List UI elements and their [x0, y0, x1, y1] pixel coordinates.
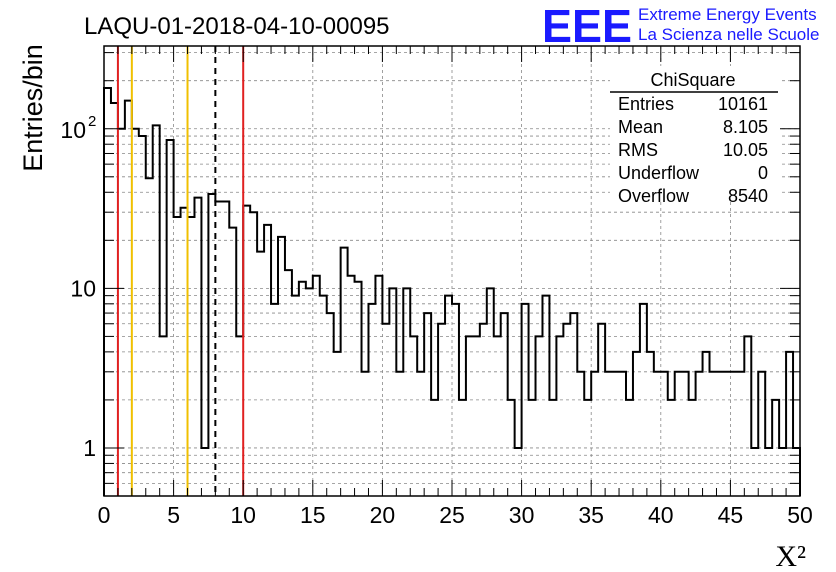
stats-row-label: RMS — [618, 140, 658, 160]
logo-line1: Extreme Energy Events — [638, 5, 817, 24]
axis-ticks — [103, 46, 801, 496]
x-tick-label: 20 — [370, 502, 396, 528]
x-tick-label: 45 — [718, 502, 744, 528]
x-tick-label: 40 — [648, 502, 674, 528]
stats-row-value: 10.05 — [723, 140, 768, 160]
x-tick-label: 0 — [98, 502, 111, 528]
stats-box-background — [610, 66, 780, 202]
x-tick-label: 10 — [230, 502, 256, 528]
stats-row-value: 10161 — [718, 94, 768, 114]
reference-lines — [116, 46, 245, 496]
eee-logo: EEE Extreme Energy Events La Scienza nel… — [542, 0, 819, 52]
x-tick-label: 35 — [578, 502, 604, 528]
stats-row-value: 8540 — [728, 186, 768, 206]
x-tick-label: 15 — [300, 502, 326, 528]
y-tick-label: 10 — [70, 275, 96, 301]
y-tick-label: 1 — [83, 435, 96, 461]
x-tick-label: 25 — [439, 502, 465, 528]
y-tick-label-exponent: 2 — [88, 113, 96, 130]
chart-title: LAQU-01-2018-04-10-00095 — [84, 13, 390, 40]
stats-row-label: Mean — [618, 117, 663, 137]
stats-row-value: 0 — [758, 163, 768, 183]
x-tick-label: 30 — [509, 502, 535, 528]
logo-line2: La Scienza nelle Scuole — [638, 25, 819, 44]
stats-row-value: 8.105 — [723, 117, 768, 137]
stats-row-label: Entries — [618, 94, 674, 114]
x-tick-label: 50 — [787, 502, 813, 528]
stats-box-name: ChiSquare — [650, 70, 735, 90]
histogram-outline — [103, 87, 801, 496]
y-tick-label: 10 — [60, 117, 86, 143]
logo-mark: EEE — [542, 0, 632, 52]
x-tick-labels: 0 5 10 15 20 25 30 35 40 45 50 — [98, 502, 813, 528]
y-axis-title: Entries/bin — [18, 44, 48, 172]
stats-box: ChiSquare Entries 10161 Mean 8.105 RMS 10.05 U… — [610, 66, 780, 206]
x-axis-title: X² — [775, 540, 806, 572]
x-tick-label: 5 — [167, 502, 180, 528]
stats-rows: Entries 10161 Mean 8.105 RMS 10.05 Underflow 0 O… — [618, 94, 768, 206]
stats-row-label: Underflow — [618, 163, 700, 183]
histogram — [103, 87, 801, 496]
stats-row-label: Overflow — [618, 186, 690, 206]
